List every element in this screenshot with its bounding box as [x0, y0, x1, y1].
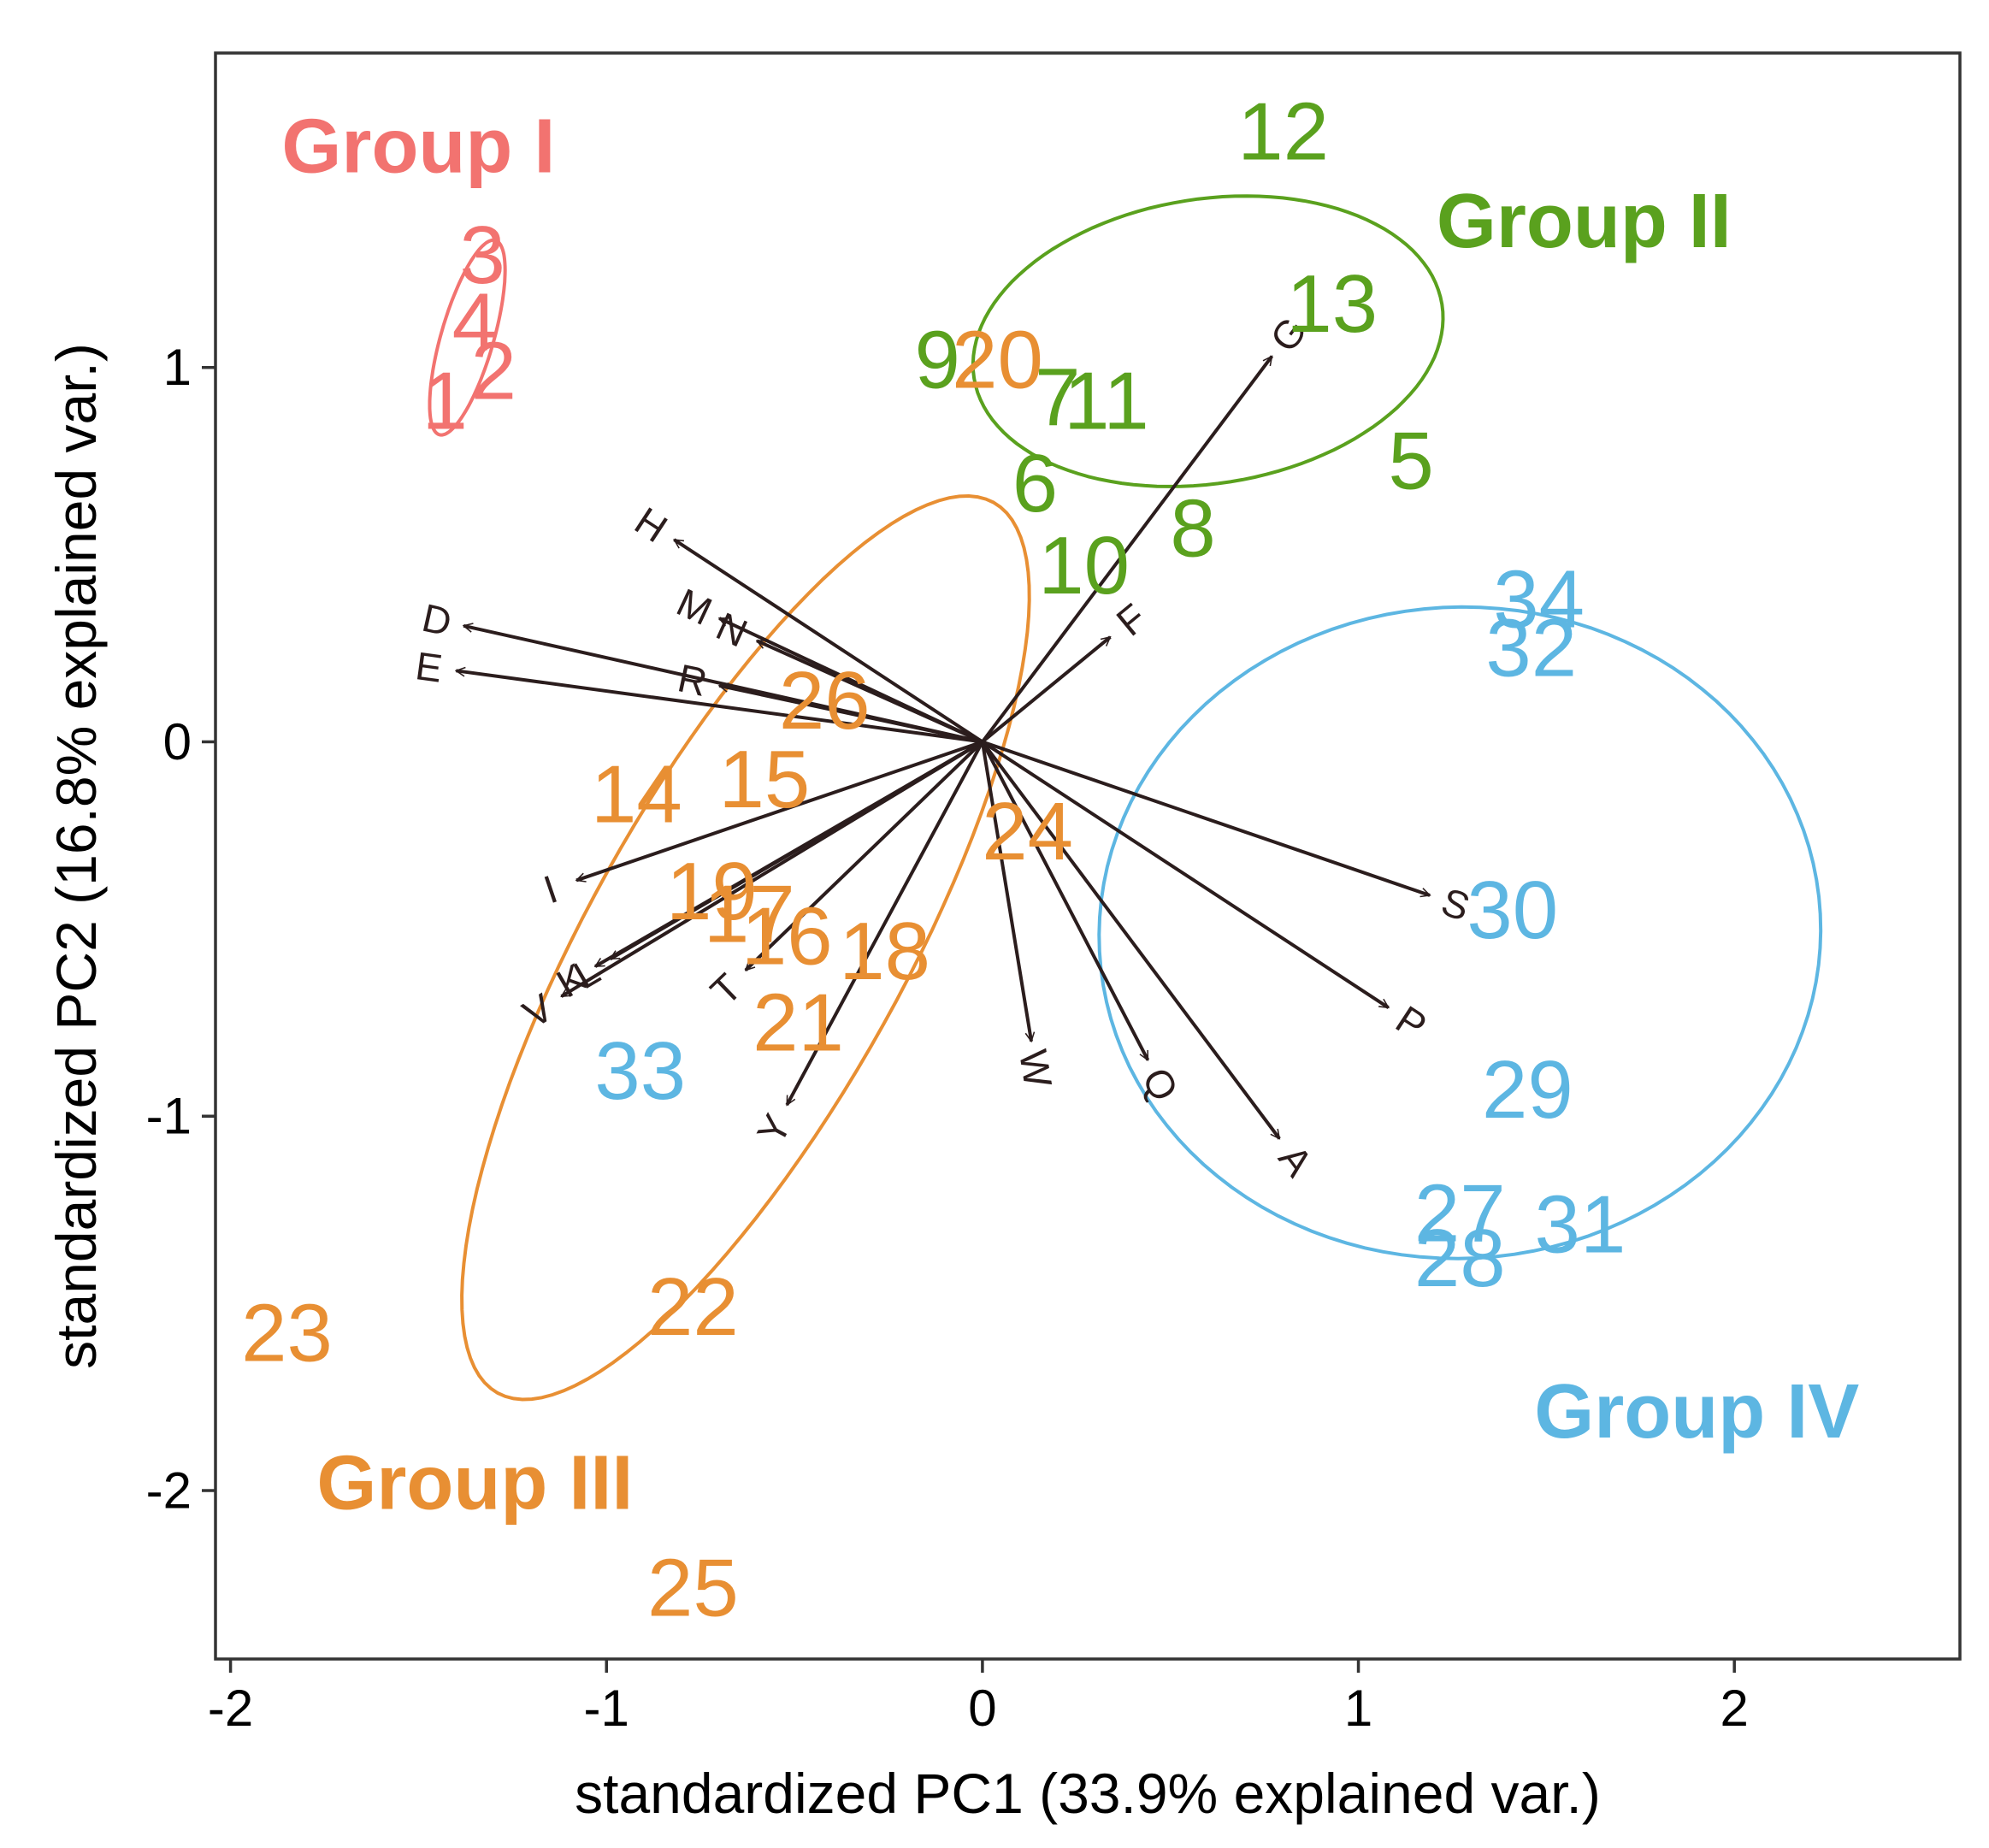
arrow-q — [981, 741, 1150, 1060]
arrow-w — [980, 741, 1031, 1041]
point-label-18: 18 — [839, 906, 930, 997]
point-label-3: 3 — [459, 210, 505, 301]
variable-label-p: P — [1388, 997, 1434, 1048]
point-label-15: 15 — [719, 734, 811, 825]
group-label-group-ii: Group II — [1437, 179, 1732, 264]
arrow-i — [576, 740, 983, 880]
point-label-22: 22 — [647, 1261, 739, 1353]
variable-label-q: Q — [1134, 1060, 1188, 1108]
point-label-9: 9 — [914, 314, 959, 405]
point-label-16: 16 — [741, 891, 833, 983]
point-label-4: 4 — [452, 277, 498, 369]
point-label-32: 32 — [1485, 603, 1577, 694]
arrow-p — [981, 740, 1389, 1009]
arrow-r — [719, 686, 983, 744]
x-tick-label: 0 — [968, 1680, 996, 1737]
arrow-n — [757, 639, 983, 744]
loading-arrows — [456, 357, 1430, 1139]
y-tick-label: 1 — [163, 339, 192, 396]
variable-label-e: E — [413, 643, 445, 691]
variable-label-i: I — [538, 866, 563, 912]
variable-label-n: N — [710, 604, 754, 656]
point-label-33: 33 — [594, 1025, 686, 1117]
point-label-2: 2 — [471, 326, 516, 417]
variable-label-w: W — [1011, 1047, 1060, 1091]
point-label-19: 19 — [666, 846, 758, 937]
arrow-g — [981, 357, 1274, 743]
variable-label-a: A — [1270, 1137, 1321, 1184]
group-label-group-iii: Group III — [316, 1440, 633, 1526]
point-label-29: 29 — [1482, 1044, 1573, 1136]
x-tick-label: 2 — [1720, 1680, 1749, 1737]
y-tick-label: 0 — [163, 713, 192, 770]
plot-frame — [214, 51, 1962, 1661]
variable-label-y: Y — [748, 1107, 800, 1151]
point-label-20: 20 — [952, 314, 1043, 405]
point-label-30: 30 — [1467, 865, 1558, 956]
variable-label-h: H — [627, 499, 675, 552]
point-label-6: 6 — [1012, 438, 1058, 529]
point-label-34: 34 — [1493, 554, 1585, 646]
y-tick-label: -2 — [146, 1462, 192, 1520]
point-label-28: 28 — [1414, 1213, 1506, 1304]
arrow-h — [674, 538, 983, 744]
point-label-12: 12 — [1237, 86, 1329, 177]
ellipse-group-ii — [971, 194, 1445, 488]
x-tick-label: 1 — [1344, 1680, 1372, 1737]
point-label-7: 7 — [1035, 351, 1080, 443]
variable-label-r: R — [674, 655, 711, 705]
variable-label-d: D — [418, 595, 456, 645]
arrow-t — [744, 741, 984, 971]
group-labels: Group I Group II Group III Group IV — [281, 103, 1859, 1526]
arrow-a — [981, 741, 1281, 1138]
axes: -2 -1 0 1 2 -2 -1 0 1 — [146, 339, 1749, 1737]
group-label-group-i: Group I — [281, 103, 555, 189]
arrow-s — [982, 740, 1430, 894]
arrow-v — [561, 740, 983, 998]
point-label-10: 10 — [1038, 520, 1130, 611]
point-label-5: 5 — [1388, 416, 1433, 507]
ellipse-group-i — [428, 238, 507, 437]
arrow-e — [456, 670, 983, 744]
point-label-14: 14 — [591, 748, 682, 840]
point-label-31: 31 — [1535, 1179, 1626, 1271]
x-axis-title: standardized PC1 (33.9% explained var.) — [575, 1762, 1601, 1825]
point-label-26: 26 — [779, 655, 871, 747]
point-label-17: 17 — [704, 868, 795, 959]
point-label-1: 1 — [422, 356, 467, 447]
variable-label-v: V — [516, 984, 561, 1036]
point-label-25: 25 — [647, 1542, 739, 1633]
x-tick-label: -2 — [208, 1680, 253, 1737]
y-axis-title: standardized PC2 (16.8% explained var.) — [44, 343, 108, 1369]
group-label-group-iv: Group IV — [1534, 1369, 1859, 1455]
y-tick-label: -1 — [146, 1088, 192, 1145]
point-label-24: 24 — [982, 786, 1073, 877]
arrow-y — [785, 741, 984, 1105]
point-label-8: 8 — [1170, 482, 1215, 574]
point-label-13: 13 — [1286, 258, 1378, 350]
point-label-23: 23 — [241, 1288, 333, 1379]
point-label-27: 27 — [1414, 1168, 1506, 1260]
arrow-f — [981, 635, 1110, 744]
ellipse-group-iv — [1097, 605, 1823, 1261]
x-tick-label: -1 — [584, 1680, 629, 1737]
point-label-11: 11 — [1064, 356, 1149, 447]
variable-label-m: M — [670, 580, 719, 634]
point-label-21: 21 — [753, 977, 844, 1068]
